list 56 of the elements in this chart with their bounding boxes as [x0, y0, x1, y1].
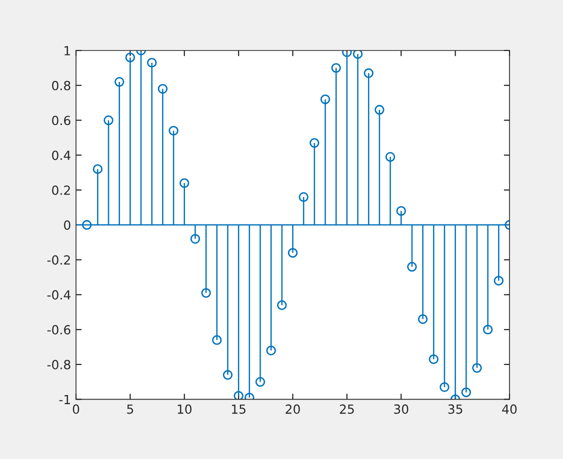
y-tick-label: -1	[59, 394, 70, 404]
point	[266, 346, 276, 356]
x-tick-label: 40	[502, 404, 517, 414]
point	[482, 324, 493, 334]
point	[201, 288, 211, 298]
point	[82, 220, 92, 230]
y-tick-label: 0	[64, 220, 70, 230]
x-tick-label: 30	[394, 404, 408, 414]
y-tick-label: -0.6	[47, 325, 70, 334]
point	[461, 387, 472, 398]
y-tick-label: 1	[64, 46, 70, 56]
x-tick-label: 35	[448, 404, 462, 414]
point	[331, 63, 341, 73]
point	[125, 52, 136, 62]
point	[147, 58, 157, 68]
point	[374, 104, 384, 115]
y-tick-label: -0.8	[47, 360, 70, 370]
point	[180, 178, 190, 188]
point	[472, 363, 482, 373]
point	[277, 300, 287, 310]
point	[320, 94, 330, 104]
y-tick-label: 0.2	[52, 186, 70, 195]
point	[114, 77, 124, 87]
point	[212, 335, 222, 345]
point	[418, 314, 428, 324]
point	[158, 84, 168, 94]
x-tick-label: 20	[286, 404, 300, 414]
point	[407, 262, 417, 272]
point	[298, 192, 308, 202]
point	[310, 138, 320, 148]
point	[396, 206, 406, 216]
y-tick-label: 0.4	[52, 150, 70, 160]
point	[222, 370, 233, 380]
x-tick-label: 0	[72, 404, 80, 414]
point	[234, 390, 244, 400]
point	[494, 276, 504, 286]
point	[255, 377, 266, 387]
point	[440, 382, 450, 392]
x-tick-label: 10	[178, 404, 192, 414]
point	[168, 126, 178, 136]
point	[352, 50, 363, 59]
x-tick-label: 5	[127, 404, 134, 414]
point	[364, 68, 374, 78]
y-tick-label: 0.8	[52, 80, 70, 90]
y-tick-label: 0.6	[52, 116, 70, 126]
point	[385, 152, 396, 162]
y-tick-label: -0.2	[47, 255, 70, 265]
point	[428, 354, 439, 364]
point	[190, 234, 200, 244]
point	[92, 164, 103, 174]
point	[288, 248, 298, 258]
x-tick-label: 25	[340, 404, 354, 414]
x-tick-label: 15	[232, 404, 246, 414]
y-tick-label: -0.4	[47, 290, 70, 300]
point	[104, 115, 114, 126]
point	[342, 50, 352, 58]
